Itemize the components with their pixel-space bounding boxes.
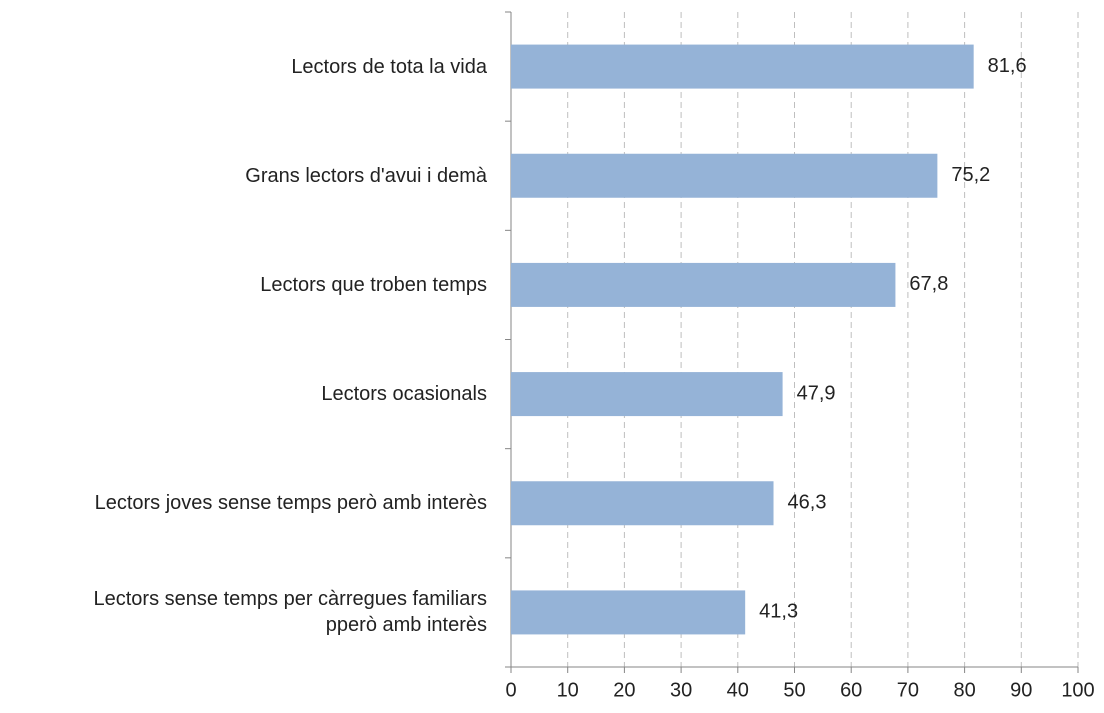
bar xyxy=(511,153,938,198)
x-tick-label: 60 xyxy=(840,679,862,701)
category-label: Lectors joves sense temps però amb inter… xyxy=(94,492,487,515)
x-tick-label: 40 xyxy=(727,679,749,701)
value-label: 75,2 xyxy=(951,164,990,186)
category-label: Lectors de tota la vida xyxy=(291,55,487,78)
x-tick-label: 50 xyxy=(783,679,805,701)
x-tick-label: 90 xyxy=(1010,679,1032,701)
value-label: 81,6 xyxy=(988,55,1027,77)
category-label: Lectors que troben temps xyxy=(260,273,487,296)
x-tick-label: 0 xyxy=(505,679,516,701)
x-tick-label: 10 xyxy=(557,679,579,701)
bar xyxy=(511,481,774,526)
value-label: 47,9 xyxy=(797,382,836,404)
value-label: 67,8 xyxy=(909,273,948,295)
category-label: Lectors ocasionals xyxy=(321,383,487,406)
x-tick-label: 30 xyxy=(670,679,692,701)
bar xyxy=(511,44,974,89)
value-label: 41,3 xyxy=(759,601,798,623)
category-label: Grans lectors d'avui i demà xyxy=(245,164,487,187)
bar xyxy=(511,372,783,417)
x-tick-label: 70 xyxy=(897,679,919,701)
bar xyxy=(511,590,746,635)
x-tick-label: 100 xyxy=(1061,679,1094,701)
bar xyxy=(511,262,896,307)
x-tick-label: 20 xyxy=(613,679,635,701)
value-label: 46,3 xyxy=(788,492,827,514)
x-tick-label: 80 xyxy=(953,679,975,701)
category-label: Lectors sense temps per càrregues famili… xyxy=(93,588,488,637)
